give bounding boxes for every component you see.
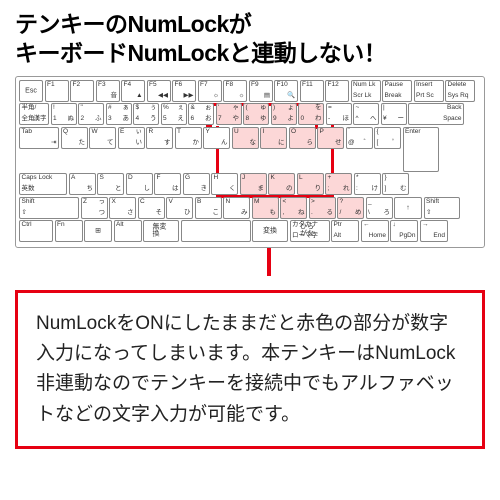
key: Aち bbox=[69, 173, 96, 195]
key: Jま bbox=[240, 173, 267, 195]
key: InsertPrt Sc bbox=[414, 80, 444, 102]
key: =-ほ bbox=[326, 103, 352, 125]
key: !1ぬ bbox=[51, 103, 77, 125]
keyboard-row: EscF1F2F3音F4▲F5◀◀F6▶▶F7☼F8☼F9▤F10🔍F11F12… bbox=[19, 80, 481, 102]
key: Gき bbox=[183, 173, 210, 195]
key: Rす bbox=[146, 127, 173, 149]
key: ?/め bbox=[337, 197, 364, 219]
key: F5◀◀ bbox=[147, 80, 171, 102]
key: Eぃい bbox=[118, 127, 145, 149]
key: BackSpace bbox=[408, 103, 464, 125]
key: Hく bbox=[211, 173, 238, 195]
explanation-callout: NumLockをONにしたままだと赤色の部分が数字入力になってしまいます。本テン… bbox=[15, 290, 485, 450]
key: F9▤ bbox=[249, 80, 273, 102]
key: "2ふ bbox=[78, 103, 104, 125]
key: Lり bbox=[297, 173, 324, 195]
key: %ぇ5え bbox=[161, 103, 187, 125]
key: Sと bbox=[97, 173, 124, 195]
key: Tab⇥ bbox=[19, 127, 59, 149]
keyboard-row: Tab⇥QたWてEぃいRすTかYんUなIにOらPせ`@゛{[゜Enter bbox=[19, 127, 481, 172]
key: Esc bbox=[19, 80, 43, 102]
key: 'ゃ7や bbox=[216, 103, 242, 125]
key: F1 bbox=[45, 80, 69, 102]
key: F2 bbox=[70, 80, 94, 102]
key: |¥ー bbox=[381, 103, 407, 125]
keyboard-row: Shift⇧ZっつXさCそVひBこNみMも<,ね>.る?/め_\ろ↑Shift⇧ bbox=[19, 197, 481, 219]
key: Enter bbox=[403, 127, 439, 172]
key: 半角/全角漢字 bbox=[19, 103, 49, 125]
key: F10🔍 bbox=[274, 80, 298, 102]
key: Pせ bbox=[317, 127, 344, 149]
key: Wて bbox=[89, 127, 116, 149]
key: Zっつ bbox=[81, 197, 108, 219]
key: カタカナローマ字ひらがな bbox=[290, 220, 330, 242]
key: Shift⇧ bbox=[19, 197, 79, 219]
key: 変換 bbox=[252, 220, 288, 242]
key: $ぅ4う bbox=[133, 103, 159, 125]
key: DeleteSys Rq bbox=[445, 80, 475, 102]
key: Fn bbox=[55, 220, 83, 242]
key: ↑ bbox=[394, 197, 422, 219]
key: >.る bbox=[309, 197, 336, 219]
key: F8☼ bbox=[223, 80, 247, 102]
key: Bこ bbox=[195, 197, 222, 219]
key: ↓PgDn bbox=[390, 220, 418, 242]
key: }]む bbox=[382, 173, 409, 195]
key: Cそ bbox=[138, 197, 165, 219]
key: (ゅ8ゆ bbox=[243, 103, 269, 125]
key: Caps Lock英数 bbox=[19, 173, 67, 195]
key: &ぉ6お bbox=[188, 103, 214, 125]
key: Alt bbox=[114, 220, 142, 242]
key: Iに bbox=[260, 127, 287, 149]
key: F4▲ bbox=[121, 80, 145, 102]
key: Yん bbox=[203, 127, 230, 149]
key: Ctrl bbox=[19, 220, 53, 242]
key: F11 bbox=[300, 80, 324, 102]
key: #ぁ3あ bbox=[106, 103, 132, 125]
key: Kの bbox=[268, 173, 295, 195]
callout-text: NumLockをONにしたままだと赤色の部分が数字入力になってしまいます。本テン… bbox=[36, 313, 455, 425]
key: F12 bbox=[325, 80, 349, 102]
key: ←Home bbox=[361, 220, 389, 242]
key: <,ね bbox=[280, 197, 307, 219]
key: +;れ bbox=[325, 173, 352, 195]
key: `@゛ bbox=[346, 127, 373, 149]
key: F3音 bbox=[96, 80, 120, 102]
key: ⊞ bbox=[84, 220, 112, 242]
headline: テンキーのNumLockが キーボードNumLockと連動しない！ bbox=[15, 10, 485, 68]
key: F6▶▶ bbox=[172, 80, 196, 102]
key: Xさ bbox=[109, 197, 136, 219]
key: {[゜ bbox=[374, 127, 401, 149]
key: _\ろ bbox=[366, 197, 393, 219]
key: Uな bbox=[232, 127, 259, 149]
key: Fは bbox=[154, 173, 181, 195]
key: F7☼ bbox=[198, 80, 222, 102]
keyboard-diagram: EscF1F2F3音F4▲F5◀◀F6▶▶F7☼F8☼F9▤F10🔍F11F12… bbox=[15, 76, 485, 248]
key: Qた bbox=[61, 127, 88, 149]
key bbox=[181, 220, 251, 242]
key: Nみ bbox=[223, 197, 250, 219]
key: *:け bbox=[354, 173, 381, 195]
key: Mも bbox=[252, 197, 279, 219]
key: Oら bbox=[289, 127, 316, 149]
headline-line1: テンキーのNumLockが bbox=[15, 11, 251, 37]
key: Dし bbox=[126, 173, 153, 195]
key: Num LkScr Lk bbox=[351, 80, 381, 102]
key: Shift⇧ bbox=[424, 197, 460, 219]
key: 無変換 bbox=[143, 220, 179, 242]
key: PauseBreak bbox=[382, 80, 412, 102]
key: Tか bbox=[175, 127, 202, 149]
key: →End bbox=[420, 220, 448, 242]
key: ~^へ bbox=[353, 103, 379, 125]
key: Vひ bbox=[166, 197, 193, 219]
key: PtrAlt bbox=[331, 220, 359, 242]
keyboard-row: Caps Lock英数AちSとDしFはGきHくJまKのLり+;れ*:け}]む bbox=[19, 173, 481, 195]
key: を0わ bbox=[298, 103, 324, 125]
headline-line2: キーボードNumLockと連動しない！ bbox=[15, 40, 386, 66]
keyboard-row: CtrlFn⊞Alt無変換 変換カタカナローマ字ひらがなPtrAlt←Home↓P… bbox=[19, 220, 481, 242]
keyboard-row: 半角/全角漢字!1ぬ"2ふ#ぁ3あ$ぅ4う%ぇ5え&ぉ6お'ゃ7や(ゅ8ゆ)ょ9… bbox=[19, 103, 481, 125]
callout-leader bbox=[267, 248, 271, 276]
key: )ょ9よ bbox=[271, 103, 297, 125]
